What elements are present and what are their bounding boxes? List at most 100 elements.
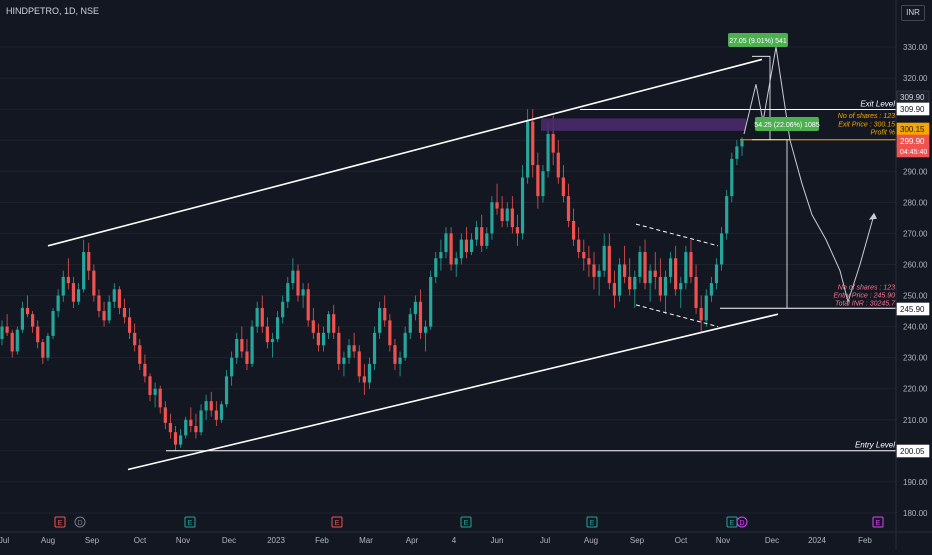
event-marker-label: E [335, 520, 340, 527]
candle-body [347, 345, 350, 357]
candle-body [296, 271, 299, 296]
candle-body [16, 330, 19, 352]
candle-body [633, 277, 636, 289]
candle-body [495, 202, 498, 208]
candle-body [603, 246, 606, 271]
candle-body [143, 364, 146, 376]
candle-body [41, 342, 44, 358]
candle-body [62, 277, 65, 296]
event-marker-label: D [77, 520, 82, 527]
candle-body [281, 302, 284, 318]
candle-body [700, 308, 703, 320]
time-tick-label: Jul [540, 536, 550, 545]
entry-level-label: Entry Level [855, 441, 895, 450]
candle-body [154, 389, 157, 395]
time-tick-label: Aug [41, 536, 55, 545]
candle-body [511, 209, 514, 228]
measure-label-1: 27.05 (9.01%) 541 [729, 38, 787, 45]
candle-body [82, 252, 85, 289]
candle-body [414, 302, 417, 314]
candle-body [72, 283, 75, 302]
price-tick-label: 190.00 [903, 478, 928, 487]
time-tick-label: Feb [858, 536, 872, 545]
price-tick-label: 230.00 [903, 354, 928, 363]
candle-body [480, 227, 483, 246]
candle-body [592, 264, 595, 276]
candle-body [684, 252, 687, 283]
candle-body [582, 252, 585, 258]
candle-body [77, 289, 80, 301]
candle-body [11, 333, 14, 352]
event-marker-label: D [739, 520, 744, 527]
time-tick-label: Nov [716, 536, 730, 545]
candle-body [567, 196, 570, 221]
candle-body [439, 252, 442, 258]
candle-body [725, 196, 728, 233]
candle-body [710, 283, 713, 295]
price-axis: 180.00190.00200.00210.00220.00230.00240.… [896, 0, 928, 550]
candle-body [664, 277, 667, 296]
candle-body [235, 339, 238, 358]
time-tick-label: 2024 [808, 536, 826, 545]
resistance-zone [541, 118, 746, 130]
candle-body [67, 277, 70, 283]
time-tick-label: Sep [630, 536, 645, 545]
candle-body [485, 233, 488, 245]
exit-price-text: Exit Price : 300.15 [838, 121, 895, 128]
candle-body [97, 296, 100, 312]
candle-body [424, 327, 427, 333]
price-label-text: 300.15 [900, 125, 925, 134]
candle-body [501, 209, 504, 221]
time-tick-label: Dec [222, 536, 236, 545]
candle-body [358, 351, 361, 376]
candle-body [552, 134, 555, 153]
candle-body [598, 271, 601, 277]
candle-body [618, 264, 621, 295]
candle-body [373, 333, 376, 364]
candle-body [256, 308, 259, 327]
candle-body [123, 308, 126, 317]
candle-body [337, 333, 340, 364]
candle-body [261, 308, 264, 327]
candle-body [46, 336, 49, 358]
event-marker-label: E [188, 520, 193, 527]
candle-body [434, 258, 437, 277]
flag-upper-dashed [636, 224, 718, 246]
candle-body [291, 271, 294, 283]
candle-body [429, 277, 432, 327]
candle-body [654, 271, 657, 277]
price-tick-label: 250.00 [903, 292, 928, 301]
candle-body [36, 327, 39, 343]
candle-body [368, 364, 371, 383]
grid [0, 47, 896, 513]
time-tick-label: Oct [134, 536, 147, 545]
candle-body [404, 333, 407, 358]
price-tick-label: 260.00 [903, 260, 928, 269]
candle-body [286, 283, 289, 302]
event-marker-label: E [58, 520, 63, 527]
candle-body [57, 296, 60, 312]
candle-body [148, 376, 151, 395]
candle-body [546, 134, 549, 171]
currency-button[interactable]: INR [901, 5, 925, 21]
candle-body [225, 376, 228, 404]
candle-body [199, 410, 202, 432]
exit-shares-text: No of shares : 123 [838, 113, 895, 120]
candle-body [332, 314, 335, 333]
candle-body [312, 320, 315, 332]
upper-channel-line [48, 59, 762, 245]
candle-body [577, 240, 580, 252]
candle-body [689, 252, 692, 277]
candle-body [383, 308, 386, 320]
candle-body [419, 302, 422, 333]
candle-body [541, 171, 544, 196]
price-tick-label: 180.00 [903, 509, 928, 518]
time-tick-label: Aug [584, 536, 598, 545]
candle-body [113, 289, 116, 301]
candle-body [455, 258, 458, 264]
candle-body [184, 420, 187, 436]
time-tick-label: Dec [765, 536, 779, 545]
